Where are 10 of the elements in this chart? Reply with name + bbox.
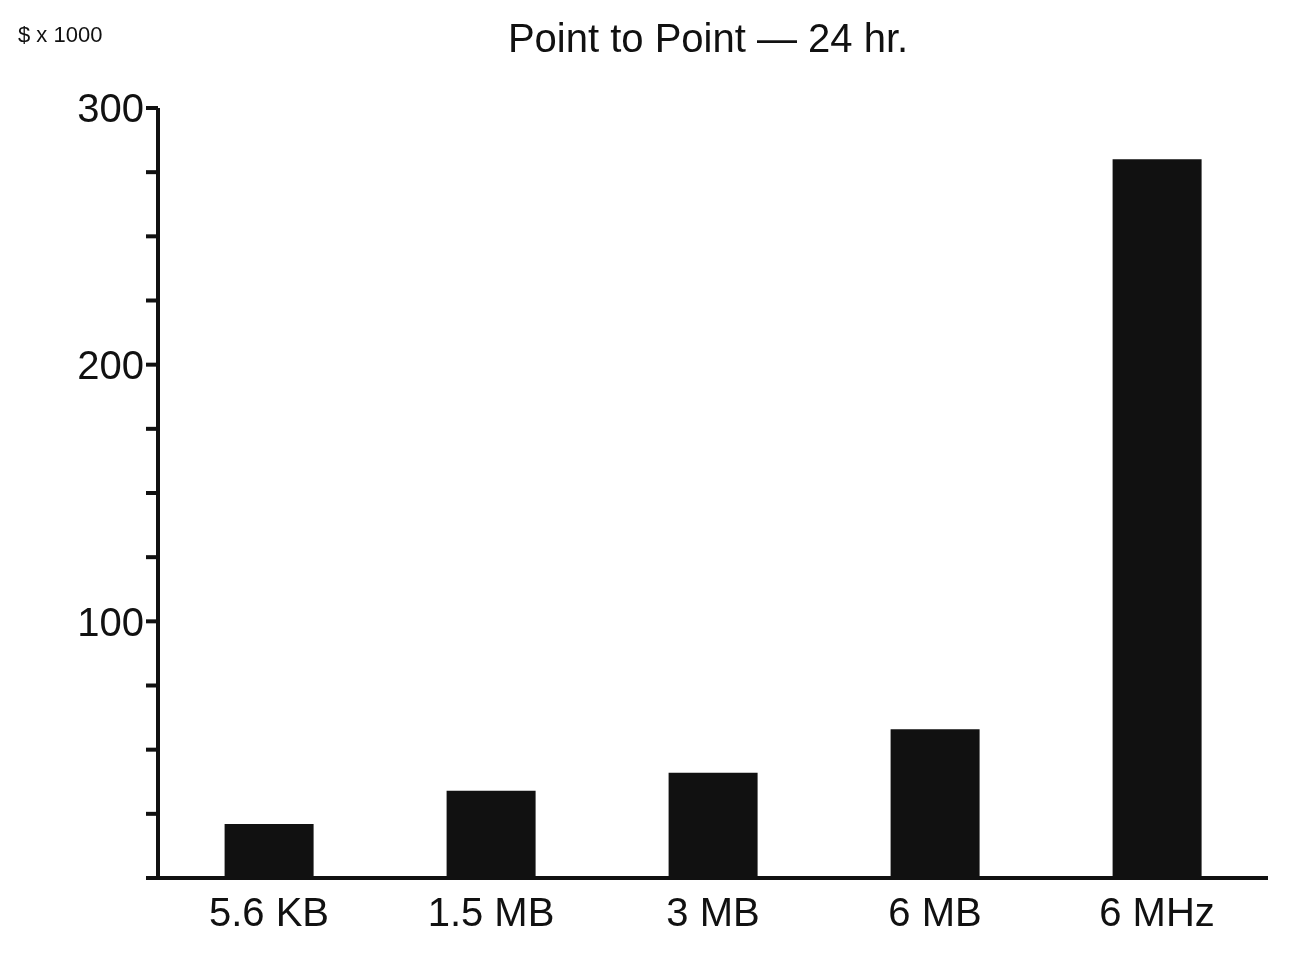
- y-axis-title: $ x 1000: [18, 22, 103, 48]
- x-tick-label: 1.5 MB: [427, 890, 555, 935]
- y-tick-label: 200: [77, 342, 144, 387]
- x-tick-label: 6 MHz: [1099, 890, 1215, 935]
- y-tick-label: 100: [77, 599, 144, 644]
- chart-title: Point to Point — 24 hr.: [506, 16, 910, 61]
- x-tick-label: 3 MB: [666, 890, 760, 935]
- x-tick-label: 5.6 KB: [208, 890, 330, 935]
- y-tick-label: 300: [77, 86, 144, 131]
- x-tick-label: 6 MB: [888, 890, 982, 935]
